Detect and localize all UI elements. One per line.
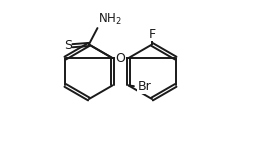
Text: NH$_2$: NH$_2$ <box>98 12 122 27</box>
Text: F: F <box>149 28 156 41</box>
Text: O: O <box>116 52 125 65</box>
Text: S: S <box>64 39 72 52</box>
Text: Br: Br <box>138 80 151 93</box>
